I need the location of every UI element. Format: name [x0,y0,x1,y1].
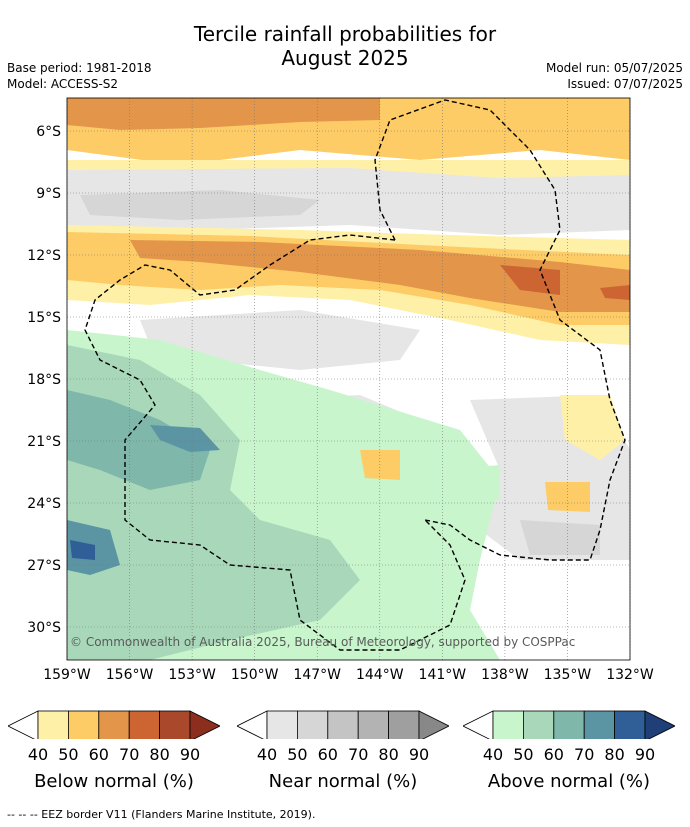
legend-color-swatch [37,710,69,742]
legend-colorbar [462,710,676,742]
legend-tick-label: 90 [408,745,430,764]
legend-overflow-triangle [189,710,221,742]
latitude-label: 9°S [36,186,61,202]
above-normal-legend: 40 50 60 70 80 90 Above normal (%) [462,705,676,792]
base-period: Base period: 1981-2018 [7,61,152,75]
legend-overflow-triangle [418,710,450,742]
issued-date: Issued: 07/07/2025 [567,77,683,91]
copyright-text: © Commonwealth of Australia 2025, Bureau… [70,635,575,649]
model-name: Model: ACCESS-S2 [7,77,119,91]
legend-tick-label: 70 [119,745,140,764]
legend-underflow-triangle [462,710,494,742]
legend-color-swatch [327,710,359,742]
eez-border [84,234,466,651]
below-normal-region [67,98,380,130]
longitude-label: 153°W [168,667,216,683]
legend-tick-label: 90 [634,745,656,764]
latitude-label: 30°S [27,620,61,636]
legend-tick-label: 40 [256,745,278,764]
latitude-label: 24°S [27,496,61,512]
latitude-label: 15°S [27,310,61,326]
latitude-label: 27°S [27,558,61,574]
legend-tick-label: 80 [149,745,170,764]
legend-tick-label: 40 [482,745,504,764]
longitude-label: 141°W [419,667,467,683]
longitude-label: 147°W [293,667,341,683]
legend-title: Above normal (%) [487,771,651,792]
legend-color-swatch [523,710,555,742]
eez-border [374,99,626,561]
legend-tick-label: 50 [58,745,79,764]
eez-footnote: -- -- -- EEZ border V11 (Flanders Marine… [7,808,316,821]
legend-ticks: 40 50 60 70 80 90 [463,745,675,767]
legend-color-swatch [68,710,100,742]
legend-tick-label: 40 [27,745,49,764]
legend-tick-label: 80 [604,745,625,764]
legend-title: Near normal (%) [268,771,418,792]
legend-tick-label: 60 [88,745,109,764]
below-normal-region [500,265,560,295]
legend-underflow-triangle [236,710,268,742]
above-normal-region [440,465,500,500]
legend-tick-label: 50 [287,745,308,764]
longitude-label: 138°W [481,667,529,683]
legend-color-swatch [297,710,329,742]
legend-color-swatch [357,710,389,742]
below-normal-region [560,395,625,460]
meta-left: Base period: 1981-2018 Model: ACCESS-S2 [7,60,152,92]
latitude-label: 6°S [36,124,61,140]
legend-color-swatch [159,710,191,742]
legend-ticks: 40 50 60 70 80 90 [237,745,449,767]
legend-overflow-triangle [644,710,676,742]
longitude-label: 150°W [231,667,279,683]
latitude-label: 18°S [27,372,61,388]
longitude-label: 156°W [106,667,154,683]
longitude-label: 144°W [356,667,404,683]
legend-color-swatch [388,710,420,742]
legend-underflow-triangle [7,710,39,742]
latitude-labels: 6°S 9°S 12°S 15°S 18°S 21°S 24°S 27°S 30°S [27,124,61,636]
legend-color-swatch [128,710,160,742]
legend-tick-label: 50 [513,745,534,764]
legend-color-swatch [492,710,524,742]
legend-color-swatch [266,710,298,742]
above-normal-region [70,540,95,560]
longitude-label: 132°W [606,667,654,683]
legend-tick-label: 60 [543,745,564,764]
legend-colorbar [236,710,450,742]
longitude-label: 135°W [544,667,592,683]
legend-color-swatch [553,710,585,742]
legend-tick-label: 70 [348,745,369,764]
legend-ticks: 40 50 60 70 80 90 [8,745,220,767]
latitude-label: 12°S [27,248,61,264]
graticule [66,98,631,660]
latitude-label: 21°S [27,434,61,450]
above-normal-region [67,390,210,490]
eez-borders [84,99,626,651]
longitude-labels: 159°W 156°W 153°W 150°W 147°W 144°W 141°W 138°W… [43,667,654,683]
legend-tick-label: 60 [317,745,338,764]
legend-tick-label: 80 [378,745,399,764]
below-normal-legend: 40 50 60 70 80 90 Below normal (%) [7,705,221,792]
meta-right: Model run: 05/07/2025 Issued: 07/07/2025 [546,60,683,92]
title-line-2: August 2025 [281,46,409,70]
map-frame [66,97,631,661]
longitude-label: 159°W [43,667,91,683]
near-normal-region [520,520,600,555]
legend-tick-label: 90 [179,745,201,764]
below-normal-region [600,285,630,300]
legend-color-swatch [98,710,130,742]
legend-title: Below normal (%) [34,771,194,792]
rainfall-map: © Commonwealth of Australia 2025, Bureau… [27,97,654,683]
legend-colorbar [7,710,221,742]
above-normal-region [150,425,220,452]
title-line-1: Tercile rainfall probabilities for [193,22,497,46]
near-normal-region [80,190,320,220]
legend-tick-label: 70 [574,745,595,764]
near-normal-legend: 40 50 60 70 80 90 Near normal (%) [236,705,450,792]
model-run: Model run: 05/07/2025 [545,61,683,75]
legend-color-swatch [614,710,646,742]
map-title: Tercile rainfall probabilities for Augus… [0,22,690,70]
legend-color-swatch [583,710,615,742]
